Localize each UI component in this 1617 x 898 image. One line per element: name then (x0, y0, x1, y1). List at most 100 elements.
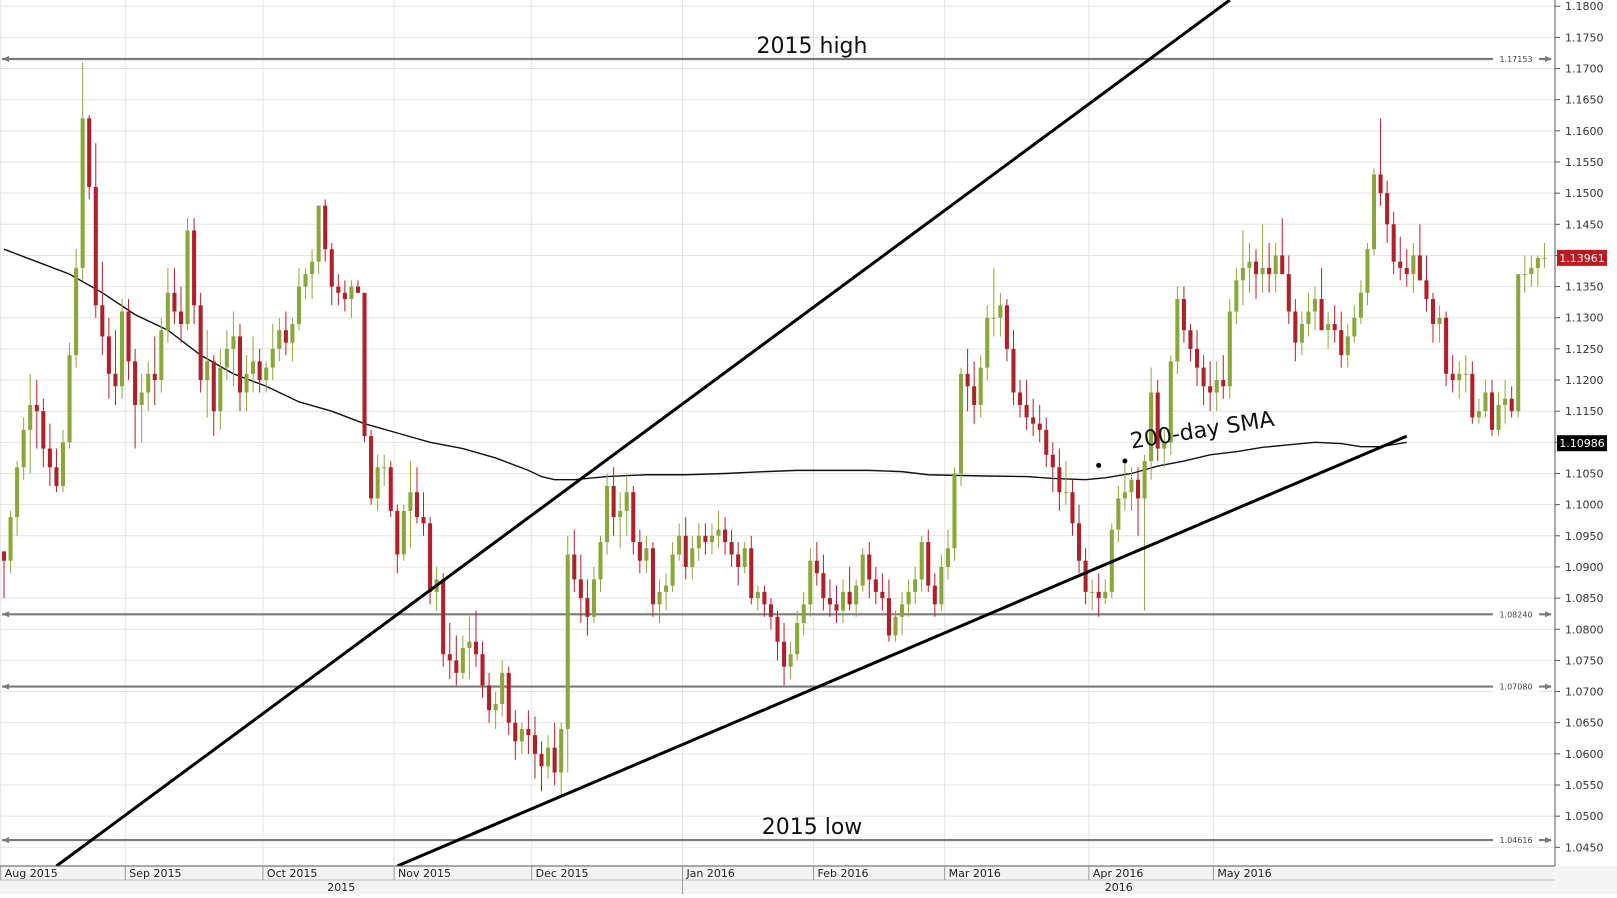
candle-body (775, 616, 780, 642)
candle-body (1293, 311, 1298, 343)
candle-body (421, 517, 426, 524)
candle (1371, 168, 1377, 256)
level-label-bg (1493, 834, 1539, 847)
candle-body (87, 118, 92, 187)
candle-body (198, 305, 203, 381)
candle (1004, 299, 1009, 362)
x-tick-label: Oct 2015 (267, 867, 318, 880)
candle (1188, 323, 1193, 362)
candle-body (41, 411, 46, 449)
candle (1181, 286, 1186, 343)
candle (1253, 249, 1259, 300)
candle (611, 467, 616, 536)
candle (1398, 236, 1403, 281)
candle (605, 473, 610, 555)
candle (1457, 361, 1462, 399)
candle-body (1404, 267, 1409, 275)
candle (34, 380, 39, 449)
level-label: 1.04616 (1499, 836, 1532, 845)
y-tick-label: 1.0800 (1565, 623, 1604, 636)
trendline (396, 434, 1408, 868)
candle-body (1234, 280, 1239, 312)
candle-body (703, 535, 708, 543)
candle (742, 542, 747, 574)
candle (814, 542, 819, 586)
candle-body (244, 373, 249, 393)
candle-body (611, 485, 616, 518)
candle (211, 355, 216, 437)
y-tick-label: 1.0450 (1565, 841, 1604, 854)
candle-body (1181, 299, 1186, 331)
candle (762, 585, 767, 617)
y-tick-label: 1.0700 (1565, 686, 1604, 699)
level-label: 1.08240 (1499, 610, 1532, 619)
candle (532, 716, 537, 779)
candle-body (978, 367, 983, 405)
y-tick-label: 1.1750 (1565, 31, 1604, 44)
candle-body (1044, 429, 1049, 455)
candle-body (539, 753, 544, 767)
candle-body (821, 573, 826, 599)
candle (559, 722, 564, 798)
candle (860, 548, 865, 592)
candle-body (690, 548, 695, 567)
candle (1129, 467, 1134, 511)
candle-body (1083, 560, 1088, 592)
candle-body (211, 361, 216, 412)
candle-body (1332, 323, 1337, 331)
candle (1332, 305, 1337, 343)
candle-body (139, 392, 144, 405)
candle-body (742, 548, 747, 567)
candle-body (1227, 311, 1232, 387)
candle (906, 579, 911, 617)
candle (237, 323, 243, 412)
y-tick-label: 1.1550 (1565, 156, 1604, 169)
candle-body (205, 361, 210, 381)
candle-body (1385, 193, 1390, 225)
candle (1417, 224, 1422, 281)
candle (749, 535, 754, 605)
candle-body (93, 186, 98, 306)
candle-body (1529, 267, 1534, 275)
y-tick-label: 1.0550 (1565, 779, 1604, 792)
candle (1299, 311, 1304, 356)
candle-body (1411, 255, 1416, 275)
candle-body (218, 367, 223, 412)
candle (1050, 442, 1055, 493)
candle-body (100, 305, 105, 337)
candle-body (1496, 404, 1501, 430)
candle (624, 473, 629, 536)
candle-body (598, 542, 603, 580)
candle (788, 641, 793, 680)
candle-body (1437, 317, 1442, 324)
candle-body (506, 672, 511, 723)
candle (834, 585, 839, 624)
candle-body (657, 591, 662, 605)
candle (178, 286, 184, 343)
candle-body (900, 604, 905, 617)
candle-body (1142, 461, 1147, 499)
candle (670, 542, 675, 592)
candle (1503, 380, 1508, 424)
candle (47, 423, 52, 486)
candle (336, 274, 341, 306)
candle-body (1509, 398, 1514, 412)
level-arrow-right (1545, 837, 1552, 844)
candle-body (1273, 255, 1278, 275)
y-tick-label: 1.0900 (1565, 561, 1604, 574)
candle (1194, 330, 1200, 387)
candle (1155, 380, 1160, 462)
candle-body (15, 467, 20, 518)
candle (932, 573, 937, 617)
level-label-bg (1493, 680, 1539, 693)
candle (28, 373, 33, 474)
candle-body (67, 355, 72, 443)
candle (192, 218, 197, 324)
candle-body (847, 591, 852, 605)
x-axis: Aug 2015 Sep 2015 Oct 2015 Nov 2015 Dec 2015… (0, 865, 1617, 894)
candle (1411, 242, 1416, 293)
candle-body (1450, 373, 1455, 381)
candle (1424, 255, 1429, 312)
candle (1168, 355, 1173, 455)
candle (401, 504, 406, 561)
